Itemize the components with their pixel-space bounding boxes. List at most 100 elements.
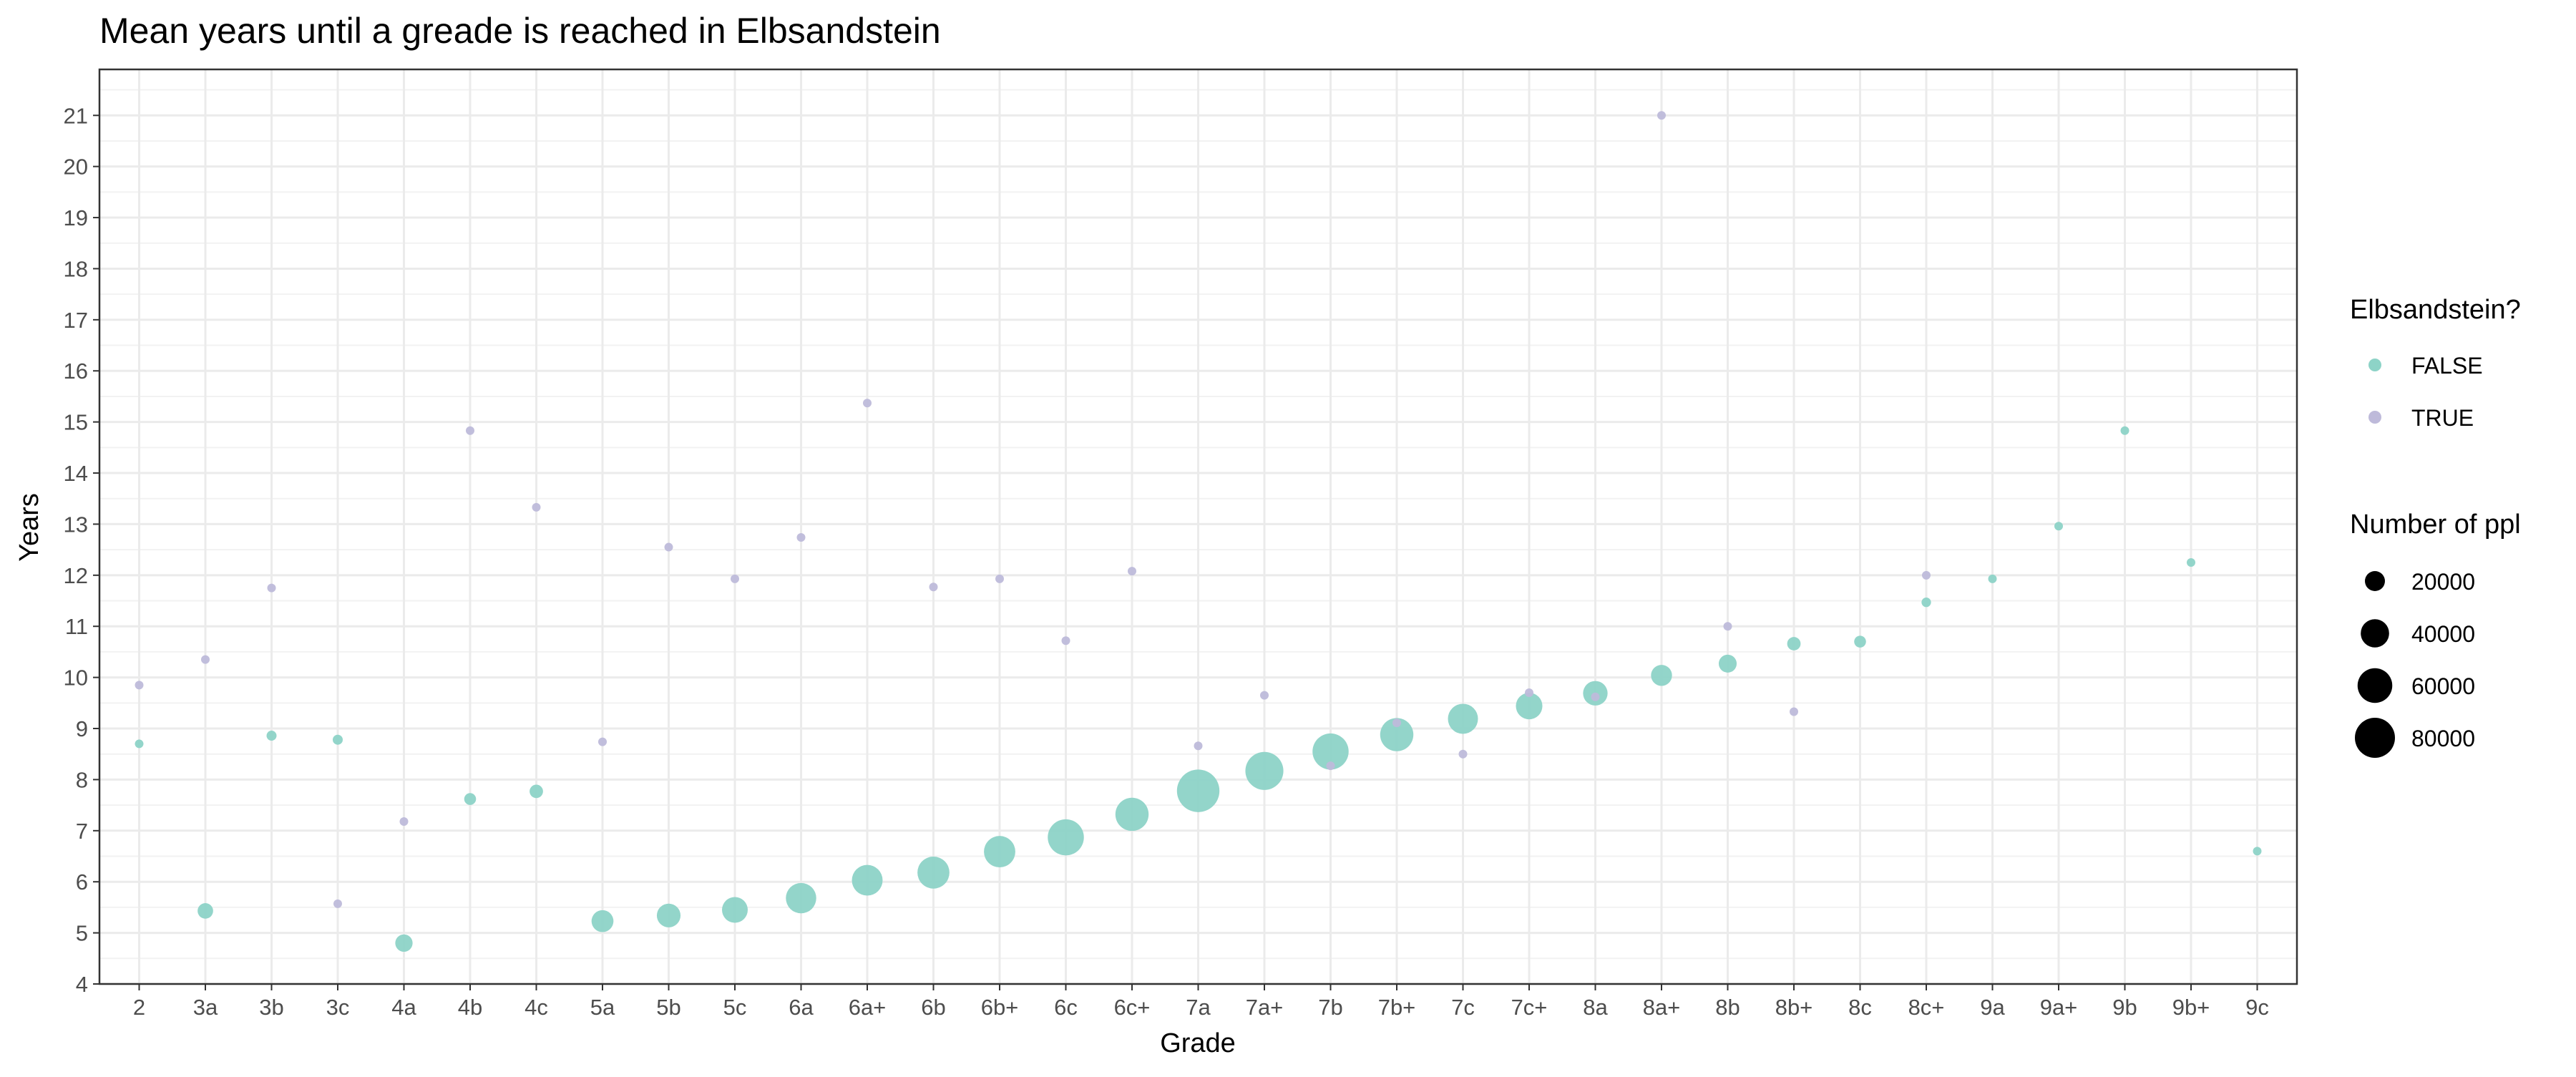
x-tick-label: 3c [326, 995, 350, 1020]
size-legend-key [2361, 619, 2389, 648]
data-point-false [591, 910, 614, 932]
data-point-false [1380, 718, 1414, 751]
x-tick-label: 8a [1583, 995, 1608, 1020]
y-tick-label: 12 [64, 563, 88, 588]
data-point-true [796, 532, 806, 542]
y-tick-label: 20 [64, 155, 88, 180]
data-point-false [530, 784, 543, 799]
y-tick-label: 16 [64, 359, 88, 384]
data-point-false [1516, 693, 1543, 720]
x-tick-label: 7a+ [1246, 995, 1284, 1020]
x-tick-label: 6b [921, 995, 945, 1020]
y-tick-label: 5 [76, 921, 88, 946]
y-axis-title: Years [14, 493, 44, 562]
chart-title: Mean years until a greade is reached in … [99, 11, 941, 51]
data-point-true [863, 399, 872, 408]
data-point-true [333, 899, 342, 908]
data-point-false [135, 739, 144, 749]
data-point-false [1651, 665, 1672, 686]
plot-area: 4 5 6 7 8 9 10 11 12 13 14 15 16 17 18 19 20 21 2 3a 3b 3c 4a 4… [64, 68, 2298, 1020]
data-point-false [852, 864, 883, 896]
data-point-true [399, 817, 409, 826]
legend-key-true [2368, 411, 2381, 424]
y-tick-label: 14 [64, 461, 88, 486]
size-legend-label: 40000 [2411, 621, 2475, 647]
y-tick-label: 18 [64, 256, 88, 281]
x-tick-label: 9a [1980, 995, 2005, 1020]
data-point-false [917, 856, 950, 889]
data-point-true [1591, 692, 1600, 701]
data-point-false [1245, 751, 1284, 790]
y-tick-label: 11 [65, 614, 88, 639]
x-tick-label: 4a [391, 995, 416, 1020]
data-point-true [598, 737, 607, 746]
data-point-false [1988, 574, 1997, 583]
x-tick-label: 8b+ [1775, 995, 1813, 1020]
data-point-false [984, 836, 1015, 867]
x-tick-label: 9b+ [2172, 995, 2210, 1020]
size-legend: Number of ppl 20000 40000 60000 80000 [2350, 510, 2521, 758]
x-tick-label: 5c [723, 995, 747, 1020]
y-tick-label: 17 [64, 308, 88, 333]
y-tick-label: 10 [64, 666, 88, 691]
y-tick-label: 6 [76, 869, 88, 895]
data-point-false [722, 897, 748, 923]
x-tick-label: 6b+ [981, 995, 1019, 1020]
data-point-false [1448, 703, 1478, 734]
y-tick-label: 9 [76, 716, 88, 741]
data-point-true [1723, 622, 1732, 631]
data-point-false [2120, 426, 2129, 435]
x-tick-label: 7b [1318, 995, 1342, 1020]
data-point-false [1312, 733, 1349, 770]
data-point-false [1718, 654, 1737, 673]
x-tick-label: 9b [2112, 995, 2137, 1020]
y-tick-label: 19 [64, 205, 88, 230]
size-legend-key [2365, 571, 2385, 591]
x-tick-label: 7a [1186, 995, 1211, 1020]
data-point-true [1194, 741, 1203, 751]
y-tick-label: 13 [64, 512, 88, 537]
plot-border [98, 68, 2298, 985]
data-point-true [1326, 761, 1335, 771]
data-point-false [2253, 847, 2262, 856]
x-tick-label: 8b [1715, 995, 1740, 1020]
data-point-true [929, 583, 938, 592]
data-point-false [395, 934, 413, 952]
data-point-false [2187, 557, 2195, 567]
y-tick-label: 15 [64, 410, 88, 435]
y-tick-label: 8 [76, 767, 88, 792]
legend-key-false [2368, 359, 2381, 371]
color-legend: Elbsandstein? FALSE TRUE [2350, 295, 2521, 431]
x-tick-label: 6c [1054, 995, 1078, 1020]
x-tick-label: 7c [1451, 995, 1475, 1020]
data-point-true [1061, 636, 1070, 645]
data-point-true [995, 574, 1004, 583]
x-tick-label: 9a+ [2040, 995, 2078, 1020]
data-point-true [532, 502, 541, 512]
data-point-true [267, 583, 276, 593]
legend-label-true: TRUE [2411, 405, 2474, 431]
x-tick-label: 6a [789, 995, 814, 1020]
data-point-false [464, 793, 477, 805]
size-legend-label: 80000 [2411, 726, 2475, 751]
data-point-false [2054, 522, 2063, 531]
y-tick-label: 21 [64, 103, 88, 128]
y-tick-label: 4 [76, 972, 88, 997]
x-tick-label: 7b+ [1378, 995, 1416, 1020]
data-point-false [786, 882, 816, 914]
legend-label-false: FALSE [2411, 353, 2483, 379]
data-point-true [1657, 111, 1666, 120]
data-point-true [1525, 688, 1533, 698]
x-tick-label: 5b [656, 995, 680, 1020]
x-tick-label: 2 [133, 995, 145, 1020]
data-point-true [466, 426, 474, 435]
x-tick-label: 8c [1848, 995, 1872, 1020]
data-point-true [201, 655, 210, 664]
data-point-false [197, 903, 213, 919]
size-legend-key [2355, 718, 2395, 758]
data-point-true [731, 574, 739, 583]
x-tick-label: 6c+ [1114, 995, 1151, 1020]
x-tick-label: 5a [590, 995, 615, 1020]
x-tick-label: 7c+ [1511, 995, 1548, 1020]
